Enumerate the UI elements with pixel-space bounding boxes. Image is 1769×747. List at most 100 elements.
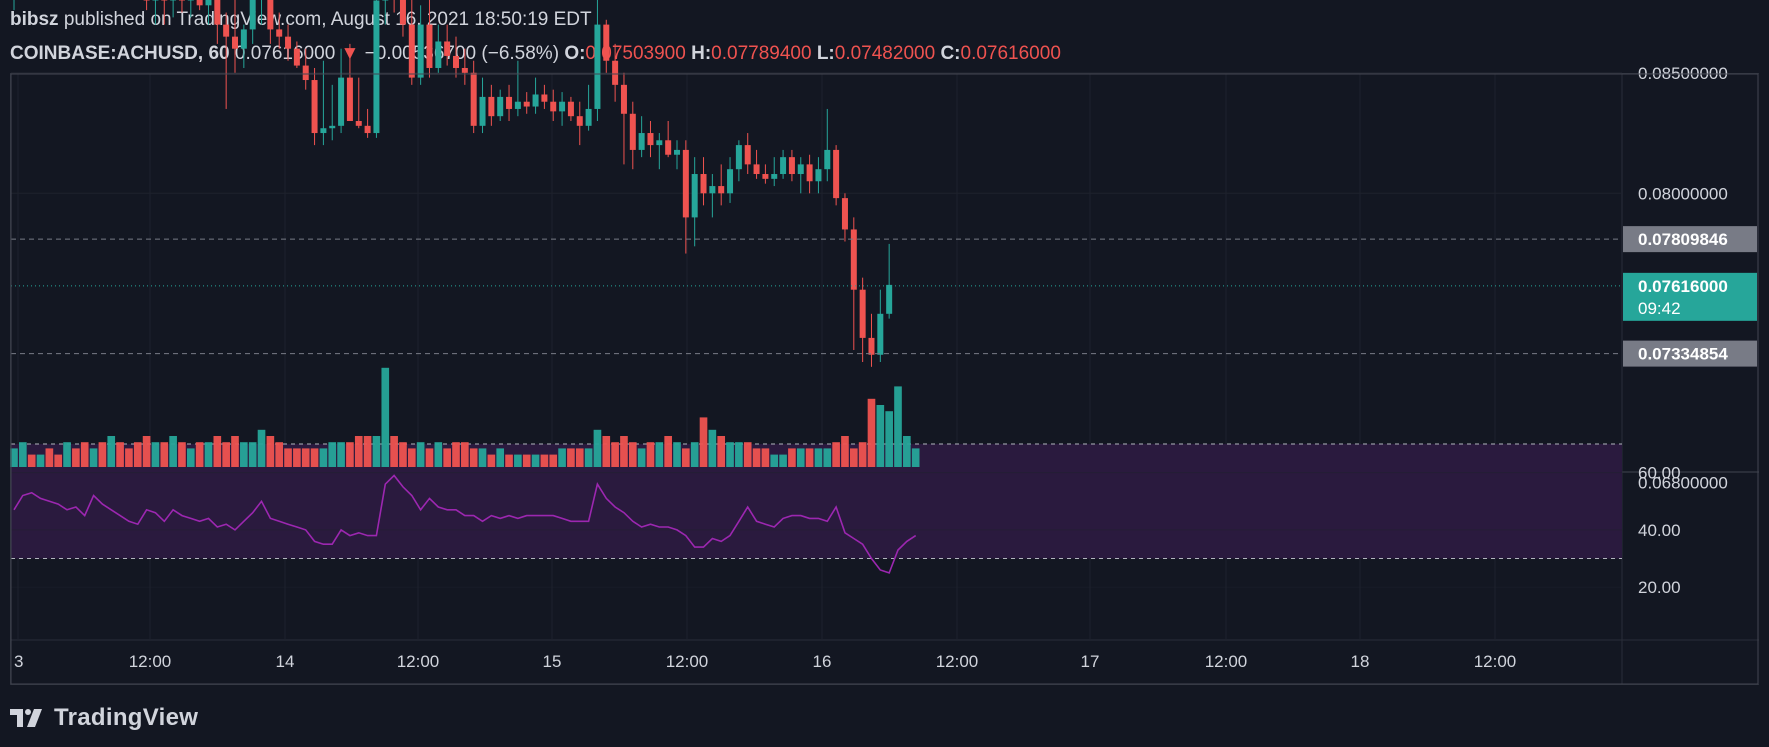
candle-body <box>285 36 292 49</box>
candle-body <box>833 149 840 199</box>
rsi-tick-label: 60.00 <box>1638 464 1681 483</box>
candle-body <box>249 0 256 30</box>
low-value: 0.07482000 <box>834 43 936 64</box>
chart-header: bibsz published on TradingView.com, Augu… <box>10 8 1750 66</box>
candle-body <box>523 101 530 107</box>
candle-body <box>293 48 300 66</box>
candle-body <box>788 157 795 175</box>
time-tick-label: 12:00 <box>936 652 979 671</box>
volume-bar <box>142 436 151 467</box>
candle-body <box>187 0 194 1</box>
volume-bar <box>673 442 681 467</box>
candle-body <box>797 164 804 175</box>
candle-body <box>850 229 857 290</box>
candle-body <box>603 24 610 61</box>
volume-bar <box>363 436 372 467</box>
volume-bar <box>514 454 522 467</box>
volume-bar <box>461 442 469 467</box>
candle-body <box>532 94 539 107</box>
candle-body <box>408 24 415 78</box>
rsi-line <box>13 474 917 574</box>
volume-bar <box>169 436 177 467</box>
price-marker-box <box>1623 340 1757 367</box>
volume-bar <box>575 448 584 467</box>
volume-bar <box>133 442 142 467</box>
author-name[interactable]: bibsz <box>10 9 59 30</box>
volume-bar <box>593 429 602 467</box>
candle-body <box>638 133 645 150</box>
volume-bar <box>186 448 195 467</box>
volume-bar <box>390 436 398 467</box>
price-marker-countdown: 09:42 <box>1638 299 1681 318</box>
candle-body <box>320 128 327 134</box>
candle-body <box>700 174 707 194</box>
candle-body <box>152 0 159 1</box>
volume-bar <box>213 436 222 467</box>
tradingview-logo[interactable]: TradingView <box>10 704 198 732</box>
time-tick-label: 12:00 <box>397 652 440 671</box>
candle-body <box>311 80 318 134</box>
candle-body <box>771 174 778 179</box>
volume-bar <box>275 442 284 467</box>
volume-bar <box>151 442 160 467</box>
volume-bar <box>849 448 858 467</box>
candle-body <box>629 113 636 150</box>
low-label: L: <box>816 43 835 64</box>
candle-body <box>373 0 380 134</box>
volume-bar <box>98 442 107 467</box>
volume-bar <box>27 454 36 467</box>
time-tick-label: 18 <box>1351 652 1370 671</box>
candle-body <box>594 24 601 109</box>
volume-bar <box>399 442 407 467</box>
volume-bar <box>240 442 248 467</box>
candle-body <box>382 0 389 1</box>
close-label: C: <box>940 43 961 64</box>
tradingview-logo-icon <box>10 709 42 727</box>
time-tick-label: 12:00 <box>666 652 709 671</box>
publish-line: bibsz published on TradingView.com, Augu… <box>10 8 1750 32</box>
candle-body <box>735 145 742 170</box>
volume-bar <box>116 442 124 467</box>
volume-bar <box>54 454 63 467</box>
price-tick-label: 0.08000000 <box>1638 184 1728 203</box>
volume-bar <box>841 436 849 467</box>
candle-body <box>744 145 751 165</box>
price-tick-label: 0.06800000 <box>1638 474 1728 493</box>
volume-bar <box>248 442 257 467</box>
candle-body <box>674 149 680 155</box>
candle-body <box>170 0 177 1</box>
volume-bar <box>10 448 18 467</box>
volume-bar <box>903 436 911 467</box>
volume-bar <box>80 442 89 467</box>
volume-bar <box>885 411 893 467</box>
price-marker-box <box>1623 272 1757 321</box>
time-tick-label: 12:00 <box>1474 652 1517 671</box>
volume-bar <box>522 454 531 467</box>
candle-body <box>161 0 168 1</box>
volume-bar <box>443 448 451 467</box>
volume-bar <box>761 448 770 467</box>
volume-bar <box>310 448 319 467</box>
candle-body <box>417 24 424 78</box>
ohlc-line: COINBASE:ACHUSD, 60 0.07616000 ▼ −0.0053… <box>10 42 1750 66</box>
volume-bar <box>178 442 186 467</box>
volume-bar <box>735 442 743 467</box>
high-value: 0.07789400 <box>711 43 812 64</box>
time-tick-label: 12:00 <box>129 652 172 671</box>
candle-body <box>276 29 283 37</box>
candle-body <box>143 0 150 1</box>
symbol-label[interactable]: COINBASE:ACHUSD, 60 <box>10 43 230 64</box>
candle-body <box>178 0 185 1</box>
volume-bar <box>770 454 779 467</box>
candle-body <box>346 77 353 121</box>
volume-bar <box>372 436 381 467</box>
price-marker-label: 0.07334854 <box>1638 345 1728 364</box>
time-tick-label: 12:00 <box>1205 652 1248 671</box>
volume-bar <box>558 448 566 467</box>
volume-bar <box>337 442 345 467</box>
rsi-tick-label: 20.00 <box>1638 578 1681 597</box>
volume-bar <box>779 454 787 467</box>
candle-body <box>223 24 230 37</box>
volume-bar <box>876 405 885 467</box>
